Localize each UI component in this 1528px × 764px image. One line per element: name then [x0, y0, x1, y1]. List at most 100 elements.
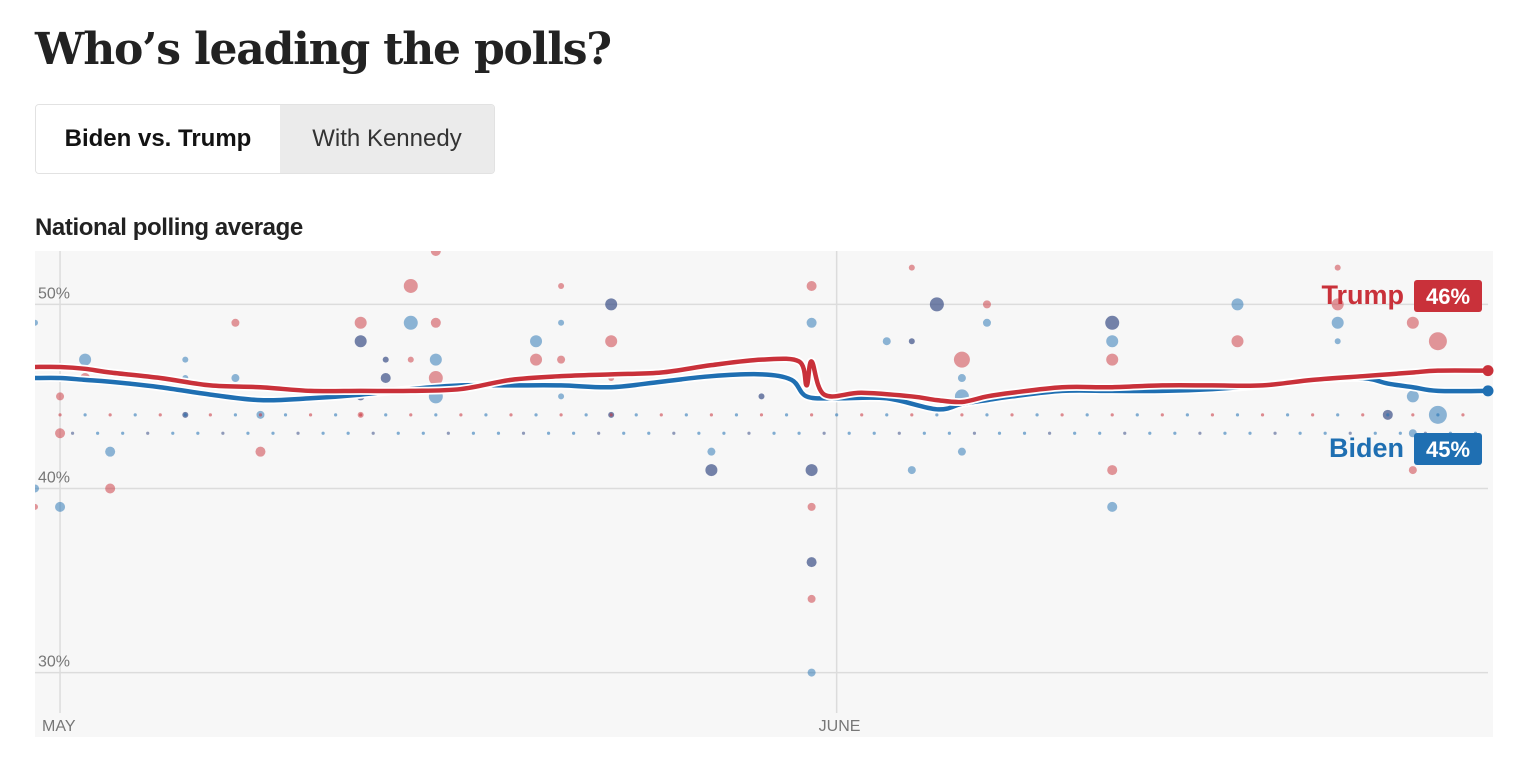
poll-dot: [1406, 316, 1419, 329]
poll-dot: [35, 484, 39, 493]
poll-dot: [96, 431, 100, 435]
poll-dot: [1110, 413, 1114, 417]
poll-dot: [1198, 431, 1202, 435]
poll-dot: [1411, 413, 1415, 417]
poll-dot: [609, 413, 613, 417]
page-title: Who’s leading the polls?: [35, 24, 612, 75]
poll-dot: [957, 374, 966, 383]
toggle-biden-vs-trump[interactable]: Biden vs. Trump: [36, 105, 280, 173]
poll-dot: [910, 413, 914, 417]
poll-dot: [530, 335, 543, 348]
poll-dot: [70, 431, 75, 435]
poll-dot: [546, 431, 551, 435]
poll-dot: [758, 393, 765, 400]
poll-dot: [810, 413, 814, 417]
poll-dot: [521, 431, 526, 435]
poll-dot: [271, 431, 275, 435]
poll-dot: [1106, 353, 1119, 366]
poll-dot: [471, 431, 476, 435]
x-tick-label: JUNE: [819, 718, 861, 735]
poll-dot: [1428, 332, 1447, 351]
poll-dot: [647, 431, 651, 435]
poll-dot: [557, 355, 566, 364]
poll-dot: [885, 413, 889, 417]
poll-dot: [1461, 413, 1465, 417]
biden-end-dot: [1482, 385, 1494, 397]
poll-dot: [835, 413, 839, 417]
poll-dot: [1323, 431, 1327, 435]
poll-dot: [572, 431, 576, 435]
poll-dot: [797, 431, 801, 435]
toggle-with-kennedy[interactable]: With Kennedy: [280, 105, 494, 173]
poll-dot: [534, 413, 538, 417]
poll-dot: [806, 317, 817, 328]
poll-dot: [1073, 431, 1077, 435]
poll-dot: [1331, 298, 1344, 311]
poll-dot: [1436, 413, 1440, 417]
poll-dot: [146, 431, 150, 435]
poll-dot: [684, 413, 688, 417]
poll-dot: [354, 335, 367, 348]
poll-dot: [1123, 431, 1127, 435]
poll-dot: [860, 413, 864, 417]
poll-dot: [997, 431, 1002, 435]
poll-dot: [396, 431, 400, 435]
poll-dot: [133, 413, 137, 417]
poll-dot: [759, 413, 764, 417]
poll-dot: [446, 431, 450, 435]
poll-dot: [208, 413, 212, 417]
poll-dot: [1098, 431, 1102, 435]
poll-dot: [1386, 413, 1390, 417]
poll-dot: [1260, 413, 1265, 417]
poll-dot: [403, 278, 418, 293]
poll-dot: [509, 413, 513, 417]
trump-value: 46%: [1426, 284, 1470, 309]
poll-dot: [807, 502, 816, 511]
poll-dot: [805, 464, 818, 477]
poll-dot: [530, 353, 543, 366]
trump-average-line: [35, 356, 1489, 405]
poll-dot: [105, 483, 116, 494]
poll-dot: [434, 413, 438, 417]
poll-dot: [430, 251, 441, 256]
poll-dot: [346, 431, 350, 435]
poll-dot: [705, 464, 718, 477]
poll-dot: [605, 298, 618, 311]
poll-dot: [233, 413, 238, 417]
poll-dot: [35, 319, 38, 326]
poll-dot: [605, 335, 618, 348]
poll-dot: [79, 353, 92, 366]
poll-dot: [972, 431, 977, 435]
poll-dot: [908, 338, 915, 345]
poll-dot: [1231, 335, 1244, 348]
poll-dot: [108, 413, 112, 417]
x-tick-label: MAY: [42, 718, 76, 735]
biden-value: 45%: [1426, 437, 1470, 462]
poll-dot: [55, 501, 66, 512]
poll-dot: [722, 431, 726, 435]
poll-dot: [806, 557, 817, 568]
poll-dot: [897, 431, 901, 435]
poll-dot: [558, 282, 565, 289]
poll-dot: [429, 353, 442, 366]
poll-dot: [772, 431, 776, 435]
poll-dot: [634, 413, 638, 417]
poll-dot: [1235, 413, 1240, 417]
poll-dot: [158, 413, 162, 417]
poll-dot: [709, 413, 713, 417]
poll-dot: [584, 413, 588, 417]
poll-dot: [947, 431, 951, 435]
poll-dot: [935, 413, 939, 417]
poll-dot: [496, 431, 501, 435]
poll-dot: [985, 413, 989, 417]
poll-dot: [1311, 413, 1315, 417]
poll-dot: [953, 351, 970, 368]
poll-dot: [1273, 431, 1277, 435]
poll-dot: [296, 431, 300, 435]
poll-dot: [1060, 413, 1064, 417]
poll-dot: [1160, 413, 1164, 417]
poll-dot: [960, 413, 964, 417]
poll-dot: [982, 300, 991, 309]
poll-dot: [246, 431, 250, 435]
poll-dot: [1331, 316, 1344, 329]
